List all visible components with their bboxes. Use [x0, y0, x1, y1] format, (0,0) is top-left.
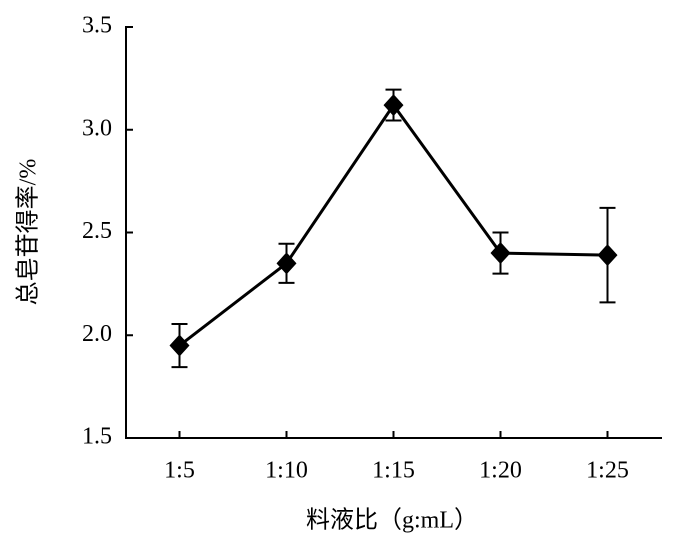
marker: [383, 94, 404, 117]
y-tick-label: 2.0: [82, 321, 112, 347]
marker: [490, 242, 511, 265]
marker: [276, 252, 297, 275]
x-tick-label: 1:20: [479, 458, 522, 484]
x-tick-label: 1:10: [265, 458, 308, 484]
marker: [169, 334, 190, 357]
y-axis-label: 总皂苷得率/%: [15, 159, 42, 306]
y-tick-label: 1.5: [82, 424, 112, 450]
x-tick-label: 1:25: [586, 458, 629, 484]
y-tick-label: 2.5: [82, 218, 112, 244]
x-axis-label: 料液比（g:mL）: [306, 507, 478, 534]
marker: [597, 244, 618, 267]
x-tick-label: 1:15: [372, 458, 415, 484]
line: [178, 102, 608, 347]
x-tick-label: 1:5: [164, 458, 195, 484]
y-tick-label: 3.5: [82, 13, 112, 39]
y-tick-label: 3.0: [82, 115, 112, 141]
